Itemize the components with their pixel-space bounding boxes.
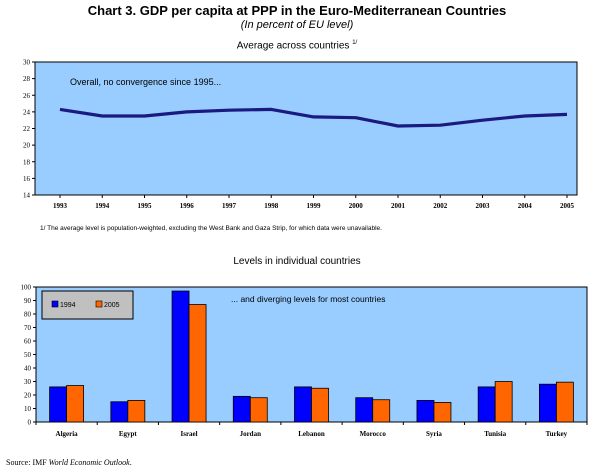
line-x-tick-label: 1993 xyxy=(53,202,68,210)
bar-lebanon-1994 xyxy=(294,386,312,423)
legend-swatch-1994 xyxy=(51,300,59,308)
line-y-tick-label: 16 xyxy=(23,175,31,183)
bar-egypt-2005 xyxy=(127,399,146,423)
line-x-tick-label: 1996 xyxy=(180,202,195,210)
bar-y-tick-label: 70 xyxy=(24,324,32,332)
line-annotation: Overall, no convergence since 1995... xyxy=(70,77,221,87)
legend-label-1994: 1994 xyxy=(60,302,76,309)
line-y-tick-label: 14 xyxy=(23,192,31,200)
bar-turkey-1994 xyxy=(538,383,557,423)
legend-label-2005: 2005 xyxy=(104,302,120,309)
chart-subtitle: (In percent of EU level) xyxy=(240,19,354,31)
bar-y-tick-label: 40 xyxy=(24,365,32,373)
series-line-average xyxy=(59,107,568,128)
line-x-tick-label: 1999 xyxy=(307,202,322,210)
line-panel-footnote: 1/ The average level is population-weigh… xyxy=(40,225,382,232)
bar-turkey-2005 xyxy=(555,381,574,423)
bar-y-tick-label: 90 xyxy=(24,297,32,305)
bar-y-tick-label: 100 xyxy=(21,284,32,292)
bar-syria-1994 xyxy=(416,399,435,423)
bar-tunisia-2005 xyxy=(494,381,513,423)
bar-y-tick-label: 0 xyxy=(28,419,32,427)
bar-tunisia-1994 xyxy=(477,386,496,423)
line-y-tick-label: 30 xyxy=(23,59,31,67)
bar-jordan-2005 xyxy=(249,397,268,423)
bar-y-tick-label: 80 xyxy=(24,311,32,319)
bar-annotation: ... and diverging levels for most countr… xyxy=(231,294,386,304)
bar-israel-2005 xyxy=(188,304,207,423)
bar-algeria-1994 xyxy=(49,386,68,423)
line-y-tick-label: 18 xyxy=(23,158,31,166)
bar-morocco-1994 xyxy=(355,397,374,423)
bar-algeria-2005 xyxy=(66,385,85,423)
line-y-tick-label: 28 xyxy=(23,75,31,83)
bar-x-tick-label: Morocco xyxy=(360,430,387,438)
bar-israel-1994 xyxy=(171,290,190,423)
line-x-tick-label: 2003 xyxy=(476,202,491,210)
line-x-tick-label: 1994 xyxy=(95,202,110,210)
bar-syria-2005 xyxy=(433,402,452,423)
bar-x-tick-label: Israel xyxy=(181,430,198,438)
source-note: Source: IMF World Economic Outlook. xyxy=(6,458,132,467)
legend-swatch-2005 xyxy=(95,300,103,308)
bar-x-tick-label: Syria xyxy=(426,430,442,438)
bar-x-tick-label: Jordan xyxy=(240,430,262,438)
bar-y-tick-label: 20 xyxy=(24,392,32,400)
line-x-tick-label: 2001 xyxy=(391,202,406,210)
bar-y-tick-label: 10 xyxy=(24,405,32,413)
line-x-tick-label: 1998 xyxy=(264,202,279,210)
line-x-tick-label: 2004 xyxy=(518,202,533,210)
bar-morocco-2005 xyxy=(372,399,391,423)
bar-y-tick-label: 50 xyxy=(24,351,32,359)
line-y-tick-label: 22 xyxy=(23,125,31,133)
bar-lebanon-2005 xyxy=(311,387,329,423)
line-x-tick-label: 1995 xyxy=(138,202,153,210)
line-y-tick-label: 24 xyxy=(23,108,31,116)
line-x-tick-label: 2000 xyxy=(349,202,364,210)
bar-y-tick-label: 60 xyxy=(24,338,32,346)
bar-egypt-1994 xyxy=(110,401,129,423)
bar-x-tick-label: Lebanon xyxy=(298,430,325,438)
line-panel-title: Average across countries 1/ xyxy=(236,40,358,52)
bar-y-tick-label: 30 xyxy=(24,378,32,386)
line-y-tick-label: 20 xyxy=(23,142,31,150)
bar-x-tick-label: Tunisia xyxy=(484,430,506,438)
bar-panel-title: Levels in individual countries xyxy=(233,256,361,267)
line-plot-area xyxy=(34,61,578,196)
line-x-tick-label: 2005 xyxy=(560,202,575,210)
line-x-tick-label: 1997 xyxy=(222,202,237,210)
bar-x-tick-label: Egypt xyxy=(119,430,138,438)
line-x-tick-label: 2002 xyxy=(433,202,448,210)
line-y-tick-label: 26 xyxy=(23,92,31,100)
bar-jordan-1994 xyxy=(232,395,251,423)
bar-x-tick-label: Turkey xyxy=(546,430,568,438)
bar-x-tick-label: Algeria xyxy=(56,430,79,438)
chart-title: Chart 3. GDP per capita at PPP in the Eu… xyxy=(87,3,507,18)
